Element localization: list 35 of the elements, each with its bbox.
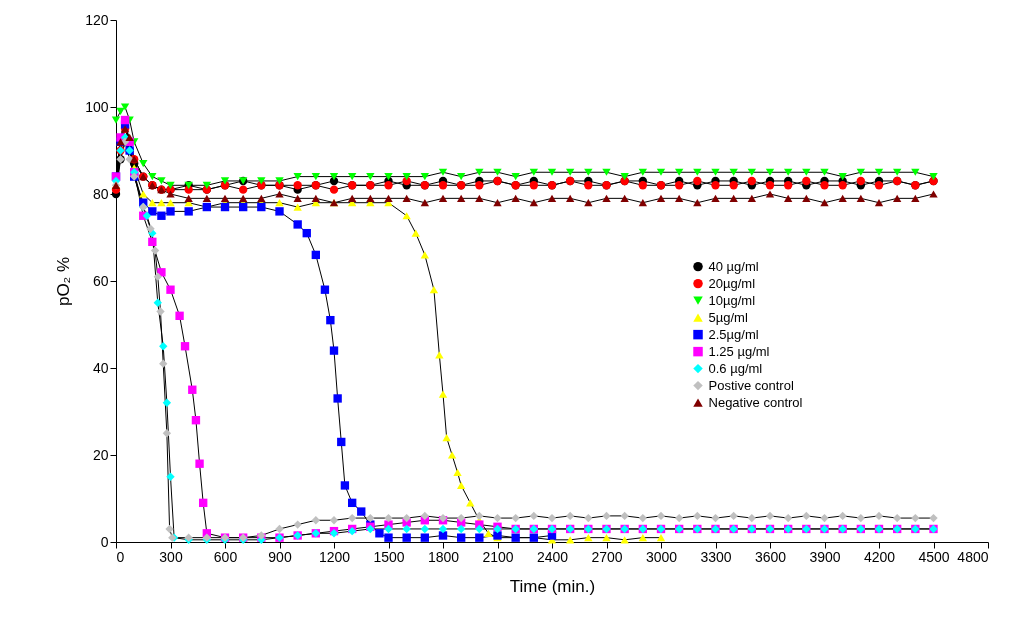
y-tick-label: 60 [92, 272, 109, 289]
x-tick-label: 3600 [754, 548, 787, 565]
y-tick-label: 20 [92, 446, 109, 463]
x-tick-label: 2700 [591, 548, 623, 565]
x-axis-title: Time (min.) [509, 576, 596, 596]
x-tick-label: 0 [116, 548, 125, 565]
legend-label: Negative control [708, 394, 803, 410]
x-tick-label: 3900 [809, 548, 841, 565]
legend-label: 10µg/ml [708, 292, 756, 308]
x-tick-label: 1500 [373, 548, 405, 565]
x-tick-label: 2400 [536, 548, 569, 565]
legend-label: 5µg/ml [708, 309, 748, 325]
y-axis-title: pO₂ % [54, 256, 74, 307]
x-tick-label: 1200 [318, 548, 351, 565]
x-tick-label: 300 [159, 548, 183, 565]
legend-label: 2.5µg/ml [708, 326, 759, 342]
legend-label: 1.25 µg/ml [708, 343, 770, 359]
y-tick-label: 80 [92, 185, 109, 202]
x-tick-label: 3000 [645, 548, 678, 565]
y-tick-label: 0 [100, 533, 109, 550]
x-tick-label: 4200 [863, 548, 896, 565]
x-tick-label: 2100 [482, 548, 514, 565]
x-tick-label: 3300 [700, 548, 732, 565]
x-tick-label: 4800 [957, 548, 989, 565]
legend-label: 0.6 µg/ml [708, 360, 763, 376]
y-tick-label: 40 [92, 359, 109, 376]
x-tick-label: 900 [268, 548, 292, 565]
legend-label: 20µg/ml [708, 275, 756, 291]
x-tick-label: 600 [213, 548, 238, 565]
x-tick-label: 4500 [918, 548, 950, 565]
legend-label: Postive control [708, 377, 794, 393]
legend-label: 40 µg/ml [708, 258, 759, 274]
y-tick-label: 100 [85, 98, 109, 115]
y-tick-label: 120 [85, 11, 109, 28]
x-tick-label: 1800 [427, 548, 460, 565]
